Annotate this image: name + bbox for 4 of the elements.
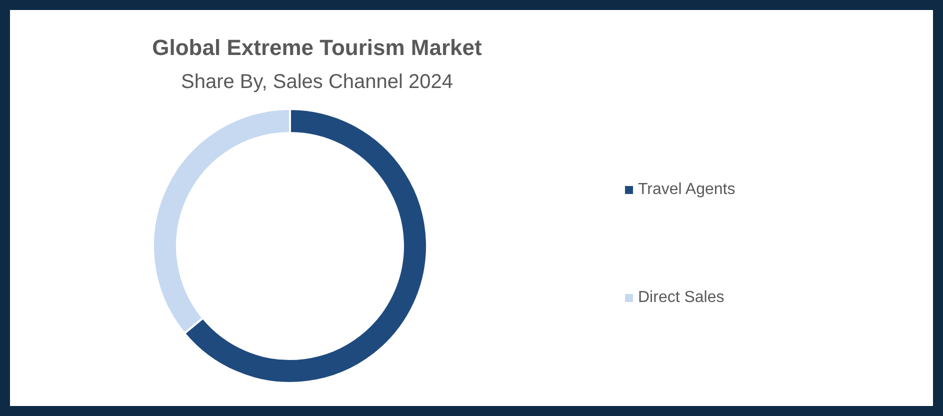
chart-subtitle: Share By, Sales Channel 2024 bbox=[180, 71, 454, 93]
legend-label: Direct Sales bbox=[638, 289, 724, 306]
chart-title: Global Extreme Tourism Market bbox=[152, 35, 483, 60]
legend-label: Travel Agents bbox=[638, 181, 736, 198]
